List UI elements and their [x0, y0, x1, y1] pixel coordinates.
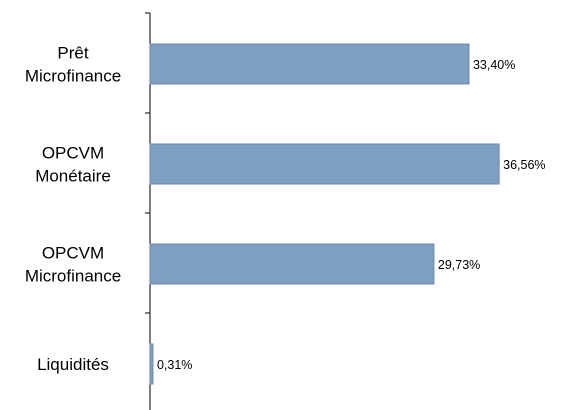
data-label: 0,31%	[157, 358, 192, 372]
data-labels-group: 33,40% 36,56% 29,73% 0,31%	[157, 58, 546, 372]
bar	[149, 43, 470, 85]
category-label-line: Microfinance	[25, 67, 121, 86]
bar	[149, 243, 435, 285]
category-label: Liquidités	[37, 355, 109, 374]
category-label-line: OPCVM	[42, 144, 104, 163]
data-label: 29,73%	[438, 258, 480, 272]
bars-group	[149, 43, 500, 385]
category-label: Prêt Microfinance	[25, 44, 121, 86]
data-label: 36,56%	[503, 158, 545, 172]
category-label-line: Liquidités	[37, 355, 109, 374]
bar	[149, 343, 154, 385]
category-label: OPCVM Monétaire	[35, 144, 111, 186]
category-label: OPCVM Microfinance	[25, 244, 121, 286]
category-label-line: Microfinance	[25, 267, 121, 286]
category-label-line: OPCVM	[42, 244, 104, 263]
data-label: 33,40%	[473, 58, 515, 72]
bar	[149, 143, 500, 185]
category-label-line: Monétaire	[35, 167, 111, 186]
y-axis-ticks	[145, 12, 150, 314]
category-labels-group: Prêt Microfinance OPCVM Monétaire OPCVM Micro…	[25, 44, 121, 375]
category-label-line: Prêt	[57, 44, 88, 63]
